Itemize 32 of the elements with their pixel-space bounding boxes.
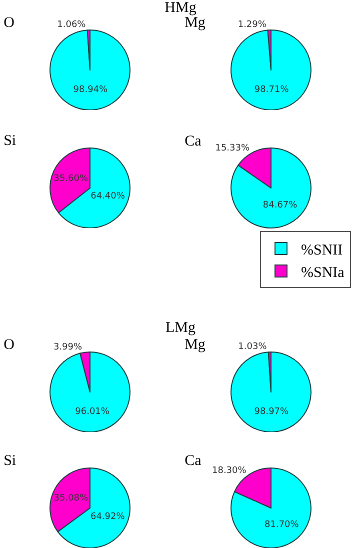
data-label: 1.06% (57, 20, 86, 30)
data-label: 18.30% (212, 466, 247, 476)
text: LMg (164, 320, 196, 336)
data-label: 3.99% (53, 342, 82, 352)
chart-title: Mg (184, 336, 206, 353)
data-label: 1.29% (238, 20, 267, 30)
chart-title: Si (4, 132, 16, 149)
data-label: 98.97% (254, 406, 290, 417)
data-label: 64.40% (90, 192, 126, 202)
chart-title: Ca (184, 133, 202, 150)
chart-title: O (4, 14, 15, 31)
pie-slice (50, 30, 130, 110)
chart-title: Si (4, 452, 16, 469)
chart-title: Mg (184, 14, 206, 31)
data-label: 15.33% (215, 144, 250, 154)
data-label: 35.60% (54, 174, 88, 184)
data-label: 64.92% (90, 512, 126, 522)
data-label: 98.94% (73, 84, 108, 95)
data-label: 81.70% (264, 520, 300, 530)
data-label: 98.71% (254, 84, 290, 95)
pie-slice (230, 352, 312, 432)
data-label: 35.08% (54, 493, 89, 504)
data-label: 1.03% (238, 342, 268, 352)
data-label: 84.67% (262, 200, 298, 211)
text: HMg (164, 0, 198, 16)
pie-slice (230, 30, 312, 110)
legend-label: %SNIa (301, 264, 345, 281)
pie-slice (50, 352, 130, 432)
chart-title: Ca (184, 452, 202, 469)
legend-label: %SNII (301, 242, 343, 258)
chart-title: O (4, 336, 15, 353)
data-label: 96.01% (75, 406, 110, 417)
